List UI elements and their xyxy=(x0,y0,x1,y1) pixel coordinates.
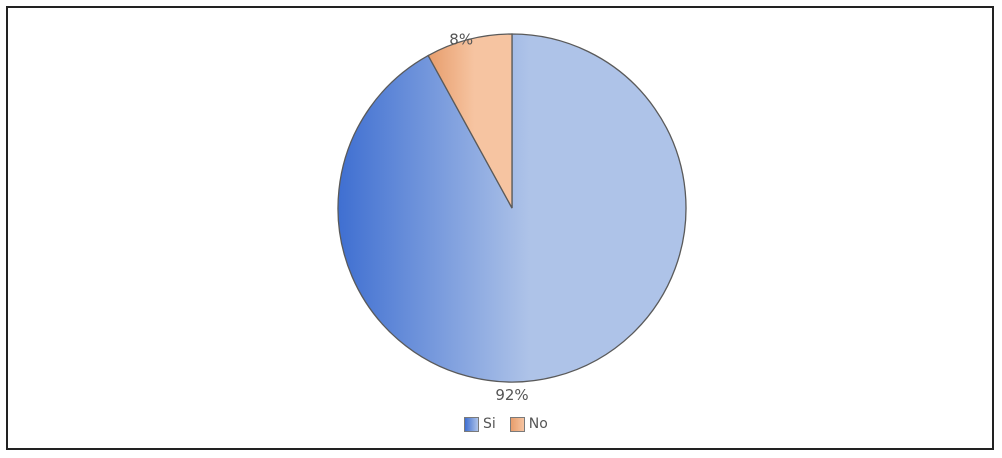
legend-label-si: Si xyxy=(483,416,496,432)
data-label-no: 8% xyxy=(449,31,473,49)
legend-item-si: Si xyxy=(464,416,496,432)
pie-slice-no xyxy=(427,33,513,209)
legend-swatch-no xyxy=(509,416,525,432)
legend: Si No xyxy=(464,416,562,432)
legend-label-no: No xyxy=(528,416,548,432)
legend-swatch-si xyxy=(464,416,479,432)
data-label-si: 92% xyxy=(495,386,528,404)
legend-item-no: No xyxy=(509,416,548,432)
